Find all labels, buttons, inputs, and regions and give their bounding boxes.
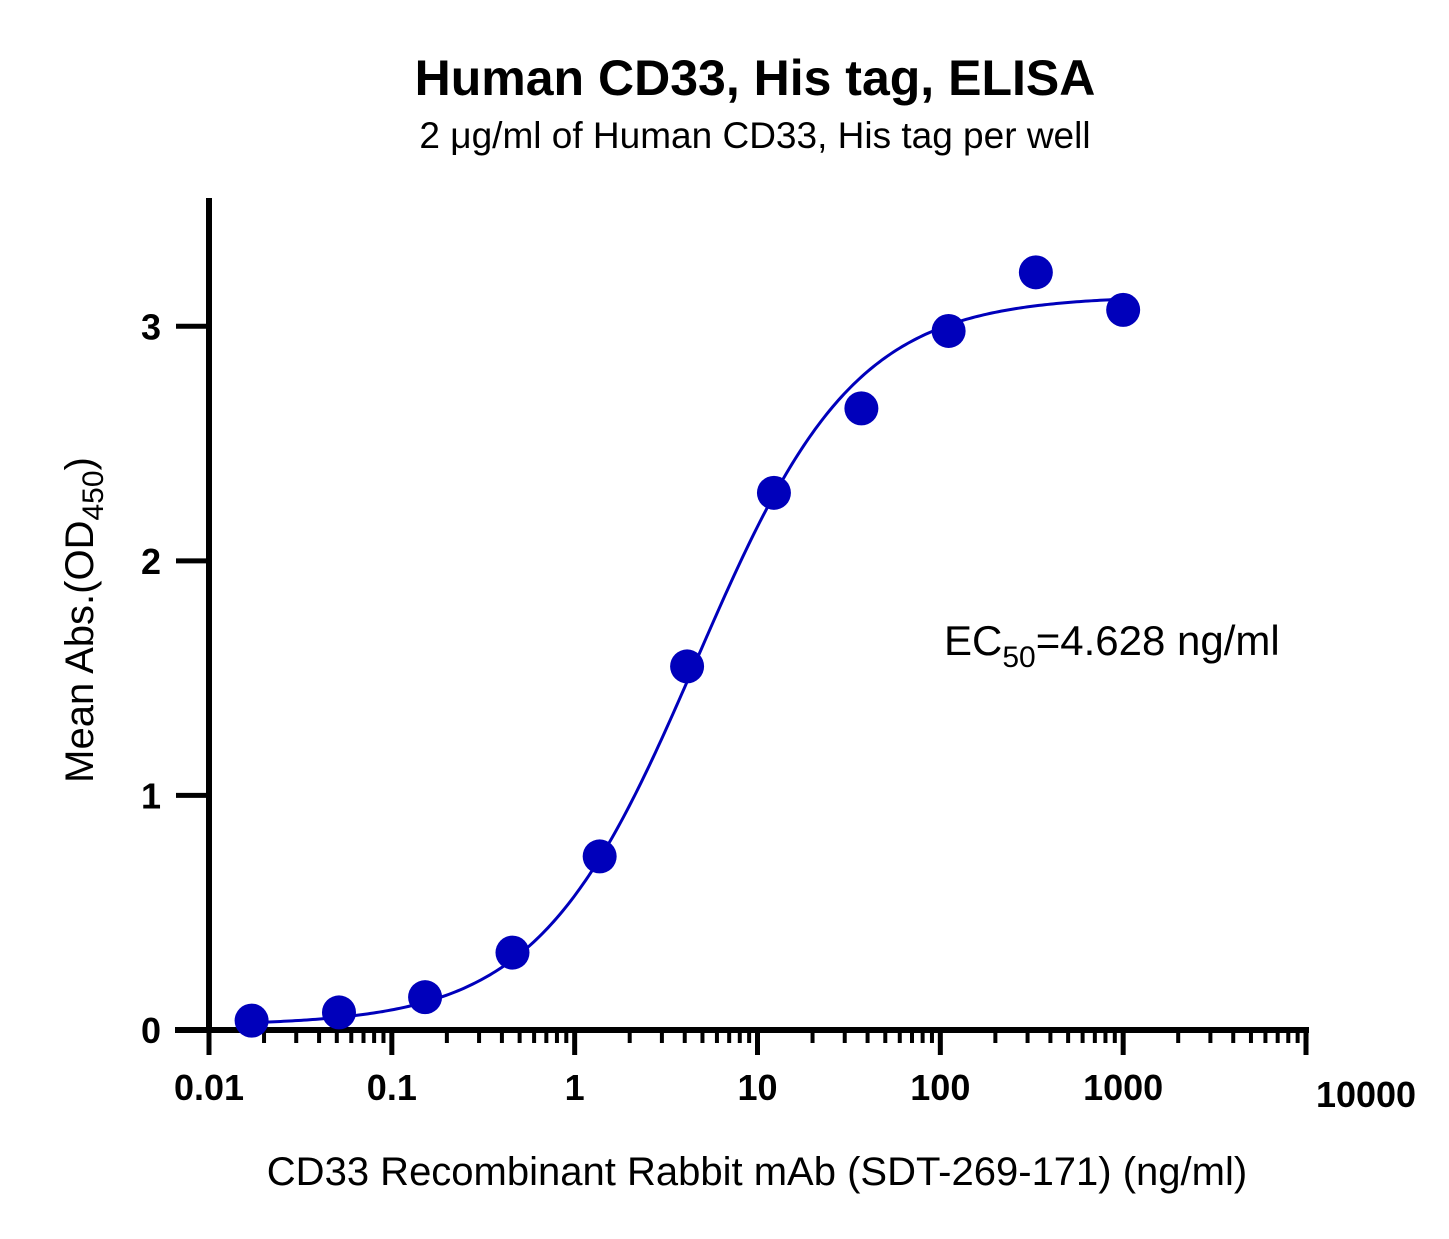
data-point <box>844 391 879 426</box>
data-point <box>931 313 966 348</box>
y-axis-label-main: Mean Abs.(OD <box>58 521 102 783</box>
x-tick-label: 10 <box>737 1067 777 1108</box>
x-tick-label: 100 <box>910 1067 970 1108</box>
chart-title: Human CD33, His tag, ELISA <box>415 50 1096 106</box>
x-ticks: 0.01 0.1 1 10 100 1000 10000 <box>174 1030 1416 1115</box>
y-ticks: 0 1 2 3 <box>141 306 209 1051</box>
data-point <box>670 649 705 684</box>
y-tick-label: 0 <box>141 1010 161 1051</box>
x-tick-label: 1 <box>565 1067 585 1108</box>
data-point <box>582 839 617 874</box>
ec50-annotation: EC50=4.628 ng/ml <box>944 617 1280 674</box>
y-axis-label: Mean Abs.(OD450) <box>58 457 110 783</box>
data-point <box>1106 292 1141 327</box>
axes <box>175 198 1309 1033</box>
ec50-value: =4.628 ng/ml <box>1036 617 1280 664</box>
x-tick-label: 0.1 <box>367 1067 417 1108</box>
y-tick-label: 3 <box>141 306 161 347</box>
data-point <box>234 1003 269 1038</box>
x-axis-label: CD33 Recombinant Rabbit mAb (SDT-269-171… <box>267 1150 1247 1194</box>
ec50-main: EC <box>944 617 1002 664</box>
data-point <box>1018 255 1053 290</box>
y-tick-label: 1 <box>141 775 161 816</box>
y-tick-label: 2 <box>141 541 161 582</box>
data-point <box>756 475 791 510</box>
ec50-subscript: 50 <box>1002 641 1035 674</box>
data-point <box>321 995 356 1030</box>
x-tick-label: 10000 <box>1316 1074 1416 1115</box>
y-axis-label-sub: 450 <box>77 470 110 520</box>
data-points <box>234 255 1141 1038</box>
data-point <box>495 935 530 970</box>
y-axis-label-close: ) <box>58 457 102 470</box>
chart-subtitle: 2 μg/ml of Human CD33, His tag per well <box>419 115 1090 156</box>
x-tick-label: 1000 <box>1083 1067 1163 1108</box>
data-point <box>408 980 443 1015</box>
x-tick-label: 0.01 <box>174 1067 244 1108</box>
